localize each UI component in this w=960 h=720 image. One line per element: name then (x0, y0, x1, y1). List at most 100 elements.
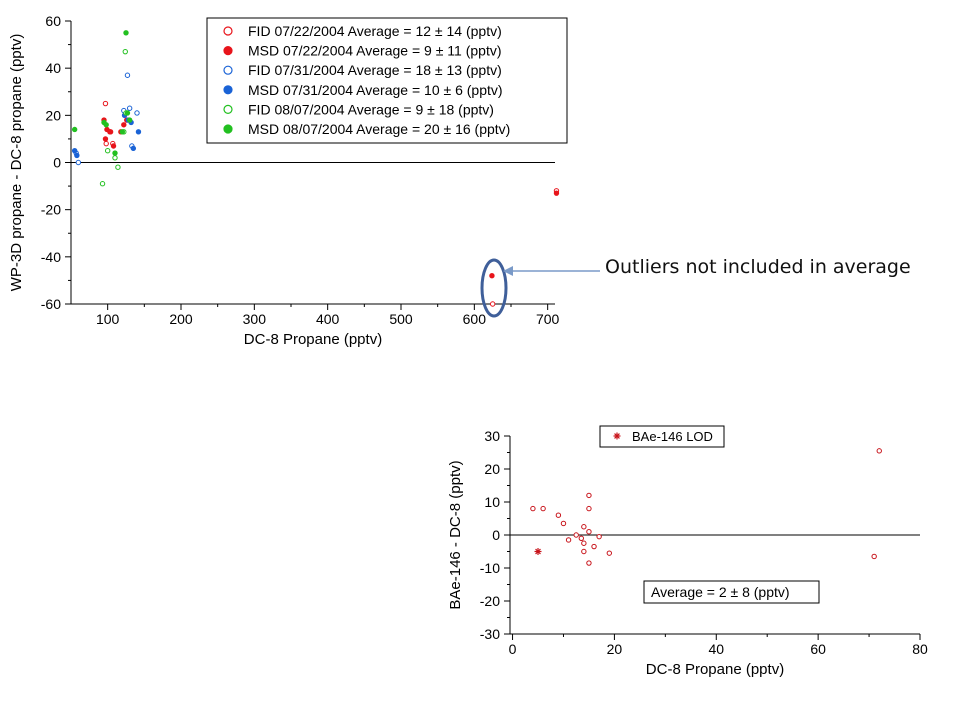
x-tick-label: 80 (912, 641, 928, 657)
x-tick-label: 60 (810, 641, 826, 657)
data-point (489, 301, 496, 307)
chart-bae146-vs-dc8: -30 -20 -10 0 10 20 30 0 20 40 60 80 DC-8 Propane (p… (447, 425, 928, 678)
legend-marker (613, 432, 621, 440)
data-point (876, 448, 882, 454)
legend-marker (223, 85, 233, 95)
data-point (135, 129, 142, 135)
legend-label: MSD 07/22/2004 Average = 9 ± 11 (pptv) (248, 43, 502, 59)
legend-marker (223, 104, 233, 115)
data-point (573, 532, 579, 538)
data-point (75, 159, 82, 166)
data-point (581, 540, 587, 546)
y-tick-label: 20 (484, 461, 500, 477)
data-point (530, 505, 536, 512)
data-point (534, 548, 542, 555)
data-point (581, 524, 587, 530)
x-tick-label: 500 (389, 311, 413, 327)
data-point (124, 110, 131, 116)
data-point (586, 505, 592, 512)
data-point (134, 110, 140, 116)
legend-box (599, 425, 725, 448)
series-unnamed (530, 448, 882, 566)
legend-marker (223, 124, 233, 134)
data-point (102, 136, 109, 142)
x-tick-label: 400 (316, 311, 340, 327)
average-box (643, 580, 820, 604)
data-point (126, 117, 133, 123)
series-msd-08-07-2004-average-20-16-pptv (71, 30, 133, 156)
legend-marker (223, 65, 233, 75)
outlier-callout (480, 258, 600, 318)
legend-label: FID 08/07/2004 Average = 9 ± 18 (pptv) (248, 101, 494, 117)
legend-label: BAe-146 LOD (632, 429, 713, 444)
data-point (99, 181, 106, 187)
data-point (103, 122, 109, 128)
y-tick-label: -20 (480, 593, 500, 609)
data-point (74, 152, 80, 159)
legend-label: MSD 07/31/2004 Average = 10 ± 6 (pptv) (248, 82, 503, 98)
legend: BAe-146 LOD (599, 425, 725, 448)
data-point (112, 150, 118, 156)
data-point (126, 105, 133, 111)
data-point (591, 543, 597, 550)
data-point (103, 140, 109, 147)
x-axis-title: DC-8 Propane (pptv) (244, 331, 382, 348)
y-tick-label: -60 (41, 296, 61, 312)
data-point (560, 520, 567, 527)
data-point (606, 550, 613, 556)
data-point (121, 122, 127, 128)
y-axis-title: BAe-146 - DC-8 (pptv) (447, 460, 464, 609)
data-point (104, 148, 111, 154)
data-point (581, 548, 587, 555)
x-tick-label: 200 (169, 311, 193, 327)
legend-marker (223, 45, 233, 56)
data-point (555, 512, 562, 518)
x-tick-label: 600 (463, 311, 487, 327)
y-tick-label: 40 (45, 60, 61, 76)
x-tick-label: 0 (509, 641, 517, 657)
data-point (586, 492, 592, 499)
data-point (124, 72, 131, 78)
asterisk-stroke (614, 433, 620, 439)
y-tick-label: 0 (492, 527, 500, 543)
data-point (553, 190, 560, 196)
x-tick-label: 20 (607, 641, 623, 657)
data-point (540, 505, 546, 512)
y-tick-label: 20 (45, 107, 61, 123)
data-point (565, 537, 572, 543)
outlier-annotation-text: Outliers not included in average (605, 256, 911, 278)
x-tick-label: 100 (96, 311, 120, 327)
data-point (71, 148, 78, 154)
data-point (102, 100, 109, 107)
legend-label: MSD 08/07/2004 Average = 20 ± 16 (pptv) (248, 121, 510, 137)
y-tick-label: -30 (480, 626, 500, 642)
data-point (578, 535, 585, 541)
data-point (596, 533, 602, 540)
y-tick-label: -20 (41, 202, 61, 218)
data-point (112, 155, 118, 161)
data-point (119, 129, 126, 135)
data-point (586, 560, 592, 566)
data-point (123, 30, 129, 36)
legend-box (206, 17, 568, 144)
y-tick-label: -40 (41, 249, 61, 265)
data-point (130, 145, 137, 152)
x-tick-label: 40 (708, 641, 724, 657)
y-axis-title: WP-3D propane - DC-8 propane (pptv) (8, 34, 25, 292)
data-point (489, 273, 495, 279)
y-tick-label: 0 (53, 155, 61, 171)
y-tick-label: 10 (484, 494, 500, 510)
outlier-highlight-ellipse (480, 258, 508, 318)
data-point (110, 143, 117, 149)
legend-marker (223, 26, 233, 36)
x-axis-title: DC-8 Propane (pptv) (646, 661, 784, 678)
data-point (115, 164, 121, 170)
series-bae-146-lod (534, 548, 542, 555)
chart-wp3d-vs-dc8: -60 -40 -20 0 20 40 60 100 200 300 400 500 600 700 DC-… (8, 13, 568, 348)
y-tick-label: -10 (480, 560, 500, 576)
callout-arrow-head (503, 266, 513, 276)
data-point (586, 529, 592, 535)
asterisk-stroke (535, 548, 541, 555)
data-point (107, 129, 113, 135)
